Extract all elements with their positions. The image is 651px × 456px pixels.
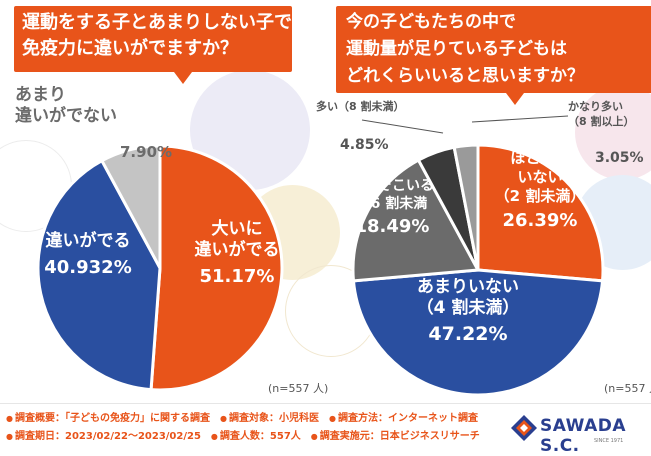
chart-1-slice-3-percent: 7.90% — [120, 143, 172, 161]
chart-2-slice-4-percent: 4.85% — [340, 137, 389, 153]
chart-2-slice-1-label: いない — [517, 168, 562, 186]
chart-2-slice-2 — [351, 268, 605, 397]
chart-2-sample-note: (n=557 人) — [604, 382, 651, 395]
question-1-callout: 運動をする子とあまりしない子で 免疫力に違いがでますか？ — [14, 6, 292, 84]
survey-summary: 調査概要：「子どもの免疫力」に関する調査 — [6, 410, 210, 428]
chart-1-slice-3-label: 違いがでない — [15, 105, 117, 126]
chart-2-slice-1-label: ほとんど — [510, 149, 570, 167]
question-2-callout: 今の子どもたちの中で 運動量が足りている子どもは どれくらいいると思いますか？ — [336, 6, 651, 105]
chart-2-slice-5 — [452, 143, 480, 271]
survey-meta-row-1: 調査概要：「子どもの免疫力」に関する調査 調査対象：小児科医 調査方法：インター… — [6, 410, 511, 428]
chart-2-slice-4-label: 多い（8 割未満） — [316, 99, 404, 113]
chart-1-slice-2-label: 違いがでる — [46, 230, 131, 251]
brand-logo: SAWADA S.C. SINCE 1971 — [510, 412, 645, 456]
survey-meta: 調査概要：「子どもの免疫力」に関する調査 調査対象：小児科医 調査方法：インター… — [6, 410, 511, 446]
chart-2-slice-5-percent: 3.05% — [595, 150, 644, 166]
chart-1-slice-1-label: 大いに — [212, 218, 263, 239]
question-2-line-3: どれくらいいると思いますか？ — [346, 66, 584, 86]
survey-footer: 調査概要：「子どもの免疫力」に関する調査 調査対象：小児科医 調査方法：インター… — [0, 403, 651, 456]
chart-2-slice-2-label: あまりいない — [417, 277, 519, 297]
survey-period: 調査期日：2023/02/22〜2023/02/25 — [6, 428, 201, 446]
chart-1-slice-1 — [149, 144, 284, 392]
chart-2-slice-3 — [351, 158, 481, 283]
chart-1-slice-3-label: あまり — [15, 85, 66, 105]
question-1-line-2: 免疫力に違いがでますか？ — [22, 38, 238, 59]
chart-2-slice-3-label: （6 割未満 — [357, 195, 428, 212]
chart-1-slice-2-percent: 40.932% — [44, 257, 132, 278]
survey-method: 調査方法：インターネット調査 — [329, 410, 478, 428]
question-2-line-2: 運動量が足りている子どもは — [346, 39, 567, 59]
survey-meta-row-2: 調査期日：2023/02/22〜2023/02/25 調査人数：557人 調査実… — [6, 428, 511, 446]
chart-2-slice-3-label: そこそこいる — [350, 178, 434, 194]
chart-1-slice-3 — [99, 144, 162, 269]
chart-2-slice-1-label: （2 割未満） — [495, 187, 586, 205]
chart-2-leader-line — [361, 119, 444, 134]
chart-2-slice-2-label: （4 割未満） — [417, 297, 520, 318]
chart-2-slice-2-percent: 47.22% — [428, 323, 507, 345]
survey-agency: 調査実施元：日本ビジネスリサーチ — [311, 428, 480, 446]
chart-2-slice-3-percent: 18.49% — [355, 216, 430, 237]
chart-1-sample-note: (n=557 人) — [268, 382, 328, 395]
chart-2-slice-1-percent: 26.39% — [503, 210, 578, 231]
chart-1-slice-1-percent: 51.17% — [200, 266, 275, 287]
brand-tagline: SINCE 1971 — [594, 438, 624, 444]
chart-2-slice-5-label: （8 割以上） — [568, 114, 634, 128]
brand-name: SAWADA S.C. — [540, 416, 627, 456]
chart-2-slice-1 — [476, 143, 605, 283]
survey-count: 調査人数：557人 — [211, 428, 301, 446]
brand-mark-icon — [511, 415, 537, 441]
question-2-line-1: 今の子どもたちの中で — [346, 12, 516, 32]
chart-2-leader-line — [471, 115, 569, 123]
question-1-line-1: 運動をする子とあまりしない子で — [22, 12, 292, 33]
chart-2-slice-5-label: かなり多い — [568, 99, 623, 113]
decor-circle — [575, 85, 651, 180]
chart-1-slice-1-label: 違いがでる — [195, 239, 280, 260]
chart-1-slice-2 — [36, 158, 162, 392]
survey-target: 調査対象：小児科医 — [220, 410, 319, 428]
